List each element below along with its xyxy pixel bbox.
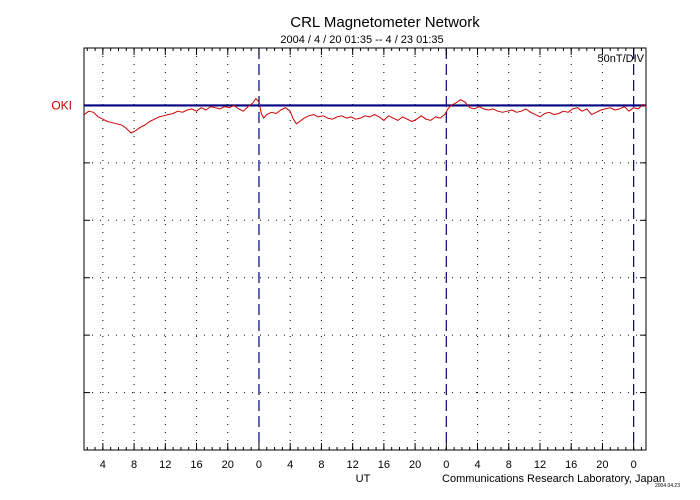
station-label: OKI — [51, 98, 72, 112]
scale-label: 50nT/DIV — [598, 53, 645, 65]
x-tick-label: 20 — [596, 459, 608, 471]
axis-ticks — [84, 48, 646, 450]
x-axis-label: UT — [356, 473, 371, 485]
x-tick-label: 12 — [347, 459, 359, 471]
series-trace — [83, 98, 647, 134]
x-tick-label: 4 — [474, 459, 480, 471]
x-tick-label: 8 — [131, 459, 137, 471]
grid — [84, 48, 646, 450]
plot-frame — [83, 47, 647, 451]
x-tick-label: 0 — [256, 459, 262, 471]
x-tick-label: 16 — [190, 459, 202, 471]
x-tick-label: 20 — [409, 459, 421, 471]
x-tick-label: 0 — [631, 459, 637, 471]
x-tick-labels: 4 8 12 16 20 0 4 8 12 16 20 0 4 8 12 16 20 0 — [100, 459, 637, 471]
series-layer: OKI — [51, 98, 647, 134]
x-tick-label: 12 — [159, 459, 171, 471]
x-tick-label: 12 — [534, 459, 546, 471]
x-tick-label: 0 — [443, 459, 449, 471]
x-tick-label: 16 — [565, 459, 577, 471]
credit-label: Communications Research Laboratory, Japa… — [442, 473, 665, 485]
chart-subtitle: 2004 / 4 / 20 01:35 -- 4 / 23 01:35 — [280, 34, 443, 46]
x-tick-label: 20 — [222, 459, 234, 471]
x-tick-label: 8 — [318, 459, 324, 471]
x-tick-label: 8 — [506, 459, 512, 471]
credit-date: 2004.04.23 — [655, 483, 680, 489]
x-tick-label: 4 — [287, 459, 293, 471]
x-tick-label: 16 — [378, 459, 390, 471]
x-tick-label: 4 — [100, 459, 106, 471]
day-boundary-lines — [258, 48, 635, 450]
chart-title: CRL Magnetometer Network — [290, 14, 480, 31]
